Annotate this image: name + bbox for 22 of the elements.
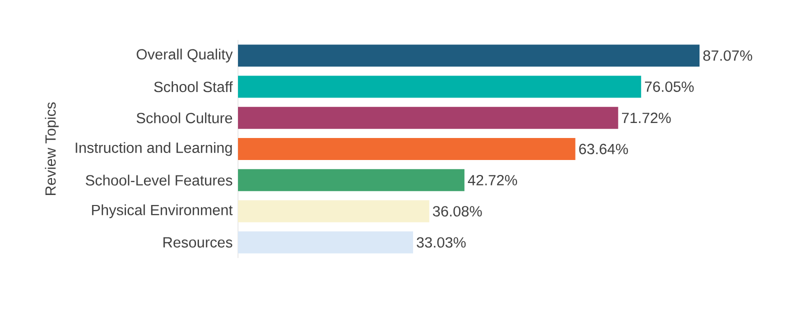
bar xyxy=(238,106,618,129)
data-label: 76.05% xyxy=(644,82,694,92)
bar xyxy=(238,231,414,254)
data-label: 87.07% xyxy=(703,50,752,61)
data-label: 33.03% xyxy=(416,237,466,248)
bar xyxy=(238,169,464,192)
bar xyxy=(238,76,642,98)
data-label: 63.64% xyxy=(579,144,628,154)
bar xyxy=(238,200,430,222)
bar xyxy=(238,44,700,67)
y-tick-label: School Culture xyxy=(136,112,232,124)
data-label: 71.72% xyxy=(622,112,671,124)
data-label: 36.08% xyxy=(432,206,482,217)
data-label: 42.72% xyxy=(468,174,518,186)
bar xyxy=(238,138,576,160)
y-axis-title: Review Topics xyxy=(44,102,59,195)
y-tick-label: Instruction and Learning xyxy=(76,142,232,156)
y-tick-label: Resources xyxy=(163,237,232,248)
y-tick-label: School Staff xyxy=(154,81,233,92)
y-tick-label: Physical Environment xyxy=(92,204,233,218)
y-tick-label: Overall Quality xyxy=(136,48,233,62)
y-tick-label: School-Level Features xyxy=(86,174,232,186)
